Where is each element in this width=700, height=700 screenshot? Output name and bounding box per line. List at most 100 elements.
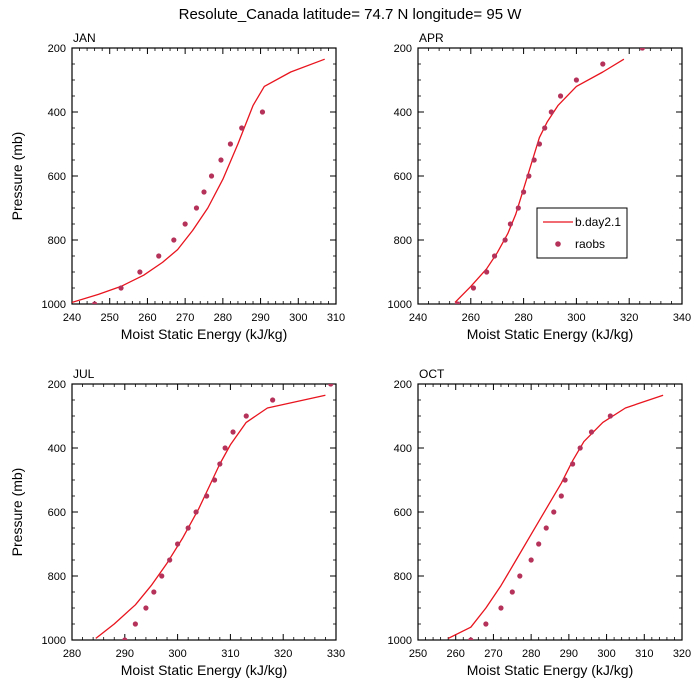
x-tick-label: 310 xyxy=(327,312,345,324)
data-point-raobs xyxy=(639,48,645,51)
data-point-raobs xyxy=(159,573,165,579)
panel-title: JAN xyxy=(73,31,96,45)
data-point-raobs xyxy=(484,269,490,275)
plot-frame xyxy=(71,47,337,305)
x-tick-label: 240 xyxy=(63,312,81,324)
legend-box xyxy=(536,207,628,259)
data-point-raobs xyxy=(185,525,191,531)
data-point-raobs xyxy=(137,269,143,275)
x-tick-label: 240 xyxy=(409,312,427,324)
data-point-raobs xyxy=(491,253,498,259)
x-tick-label: 250 xyxy=(409,648,427,660)
data-point-raobs xyxy=(577,445,583,451)
x-tick-label: 300 xyxy=(567,312,585,324)
x-axis-title: Moist Static Energy (kJ/kg) xyxy=(121,326,288,342)
y-tick-label: 600 xyxy=(48,171,66,183)
panel-oct: 250 260 270 280 290 300 310 320 200 400 600 800 1000… xyxy=(388,367,692,678)
x-tick-label: 320 xyxy=(620,312,638,324)
data-point-raobs xyxy=(557,93,564,99)
data-point-raobs xyxy=(193,205,200,211)
y-tick-label: 400 xyxy=(48,443,66,455)
plot-area xyxy=(95,384,334,640)
data-point-raobs xyxy=(217,461,223,467)
y-axis-title: Pressure (mb) xyxy=(9,468,25,557)
y-tick-label: 1000 xyxy=(388,299,412,311)
data-point-raobs xyxy=(218,157,224,163)
y-tick-label: 400 xyxy=(394,443,412,455)
y-tick-label: 1000 xyxy=(42,635,66,647)
data-point-raobs xyxy=(502,237,508,243)
data-point-raobs xyxy=(211,477,218,483)
x-tick-label: 320 xyxy=(274,648,292,660)
data-point-raobs xyxy=(517,573,523,579)
data-point-raobs xyxy=(588,429,595,435)
x-tick-label: 300 xyxy=(597,648,615,660)
data-point-raobs xyxy=(167,557,173,563)
data-point-raobs xyxy=(156,253,162,259)
panel-apr: 240 260 280 300 320 340 200 400 600 800 1000 APR Moi… xyxy=(388,31,692,342)
plot-frame xyxy=(417,47,683,305)
data-point-raobs xyxy=(328,384,334,387)
data-point-raobs xyxy=(122,637,128,640)
series-line-model xyxy=(95,394,326,639)
plot-area xyxy=(454,48,645,304)
y-tick-label: 400 xyxy=(394,107,412,119)
y-tick-label: 400 xyxy=(48,107,66,119)
panel-jan: 240 250 260 270 280 290 300 310 200 400 600 800 1000… xyxy=(9,31,345,342)
data-point-raobs xyxy=(222,445,228,451)
data-point-raobs xyxy=(509,589,515,595)
y-tick-label: 200 xyxy=(48,43,66,55)
data-point-raobs xyxy=(201,189,207,195)
data-point-raobs xyxy=(551,509,557,515)
data-point-raobs xyxy=(132,621,138,627)
y-tick-label: 800 xyxy=(48,235,66,247)
y-tick-label: 600 xyxy=(394,171,412,183)
data-point-raobs xyxy=(455,301,461,304)
x-tick-label: 260 xyxy=(462,312,480,324)
plot-frame xyxy=(71,383,337,641)
data-point-raobs xyxy=(243,413,249,419)
data-point-raobs xyxy=(562,477,568,483)
y-tick-label: 800 xyxy=(394,235,412,247)
y-tick-label: 600 xyxy=(48,507,66,519)
y-tick-label: 200 xyxy=(394,379,412,391)
data-point-raobs xyxy=(151,589,157,595)
x-tick-label: 260 xyxy=(447,648,465,660)
panel-title: JUL xyxy=(73,367,95,381)
x-tick-label: 300 xyxy=(289,312,307,324)
legend-marker-swatch xyxy=(555,241,561,247)
data-point-raobs xyxy=(531,157,537,163)
plot-area xyxy=(447,394,664,640)
data-point-raobs xyxy=(548,109,554,115)
data-point-raobs xyxy=(118,285,124,291)
series-line-model xyxy=(447,394,664,639)
x-tick-label: 270 xyxy=(484,648,502,660)
data-point-raobs xyxy=(542,125,548,131)
x-tick-label: 290 xyxy=(251,312,269,324)
data-point-raobs xyxy=(182,221,188,227)
data-point-raobs xyxy=(570,461,576,467)
data-point-raobs xyxy=(543,525,549,531)
data-point-raobs xyxy=(507,221,513,227)
data-point-raobs xyxy=(470,285,477,291)
data-point-raobs xyxy=(270,397,276,403)
data-point-raobs xyxy=(468,637,474,640)
data-point-raobs xyxy=(515,205,521,211)
plot-frame xyxy=(417,383,683,641)
x-tick-label: 280 xyxy=(63,648,81,660)
data-point-raobs xyxy=(536,141,543,147)
plot-area xyxy=(72,58,325,304)
panel-title: APR xyxy=(419,31,444,45)
data-point-raobs xyxy=(208,173,215,179)
y-tick-label: 800 xyxy=(48,571,66,583)
y-tick-label: 600 xyxy=(394,507,412,519)
y-tick-label: 1000 xyxy=(42,299,66,311)
data-point-raobs xyxy=(259,109,266,115)
x-tick-label: 290 xyxy=(116,648,134,660)
x-tick-label: 300 xyxy=(168,648,186,660)
data-point-raobs xyxy=(92,301,98,304)
x-tick-label: 340 xyxy=(673,312,691,324)
x-tick-label: 310 xyxy=(221,648,239,660)
y-axis-title: Pressure (mb) xyxy=(9,132,25,221)
data-point-raobs xyxy=(558,493,564,499)
